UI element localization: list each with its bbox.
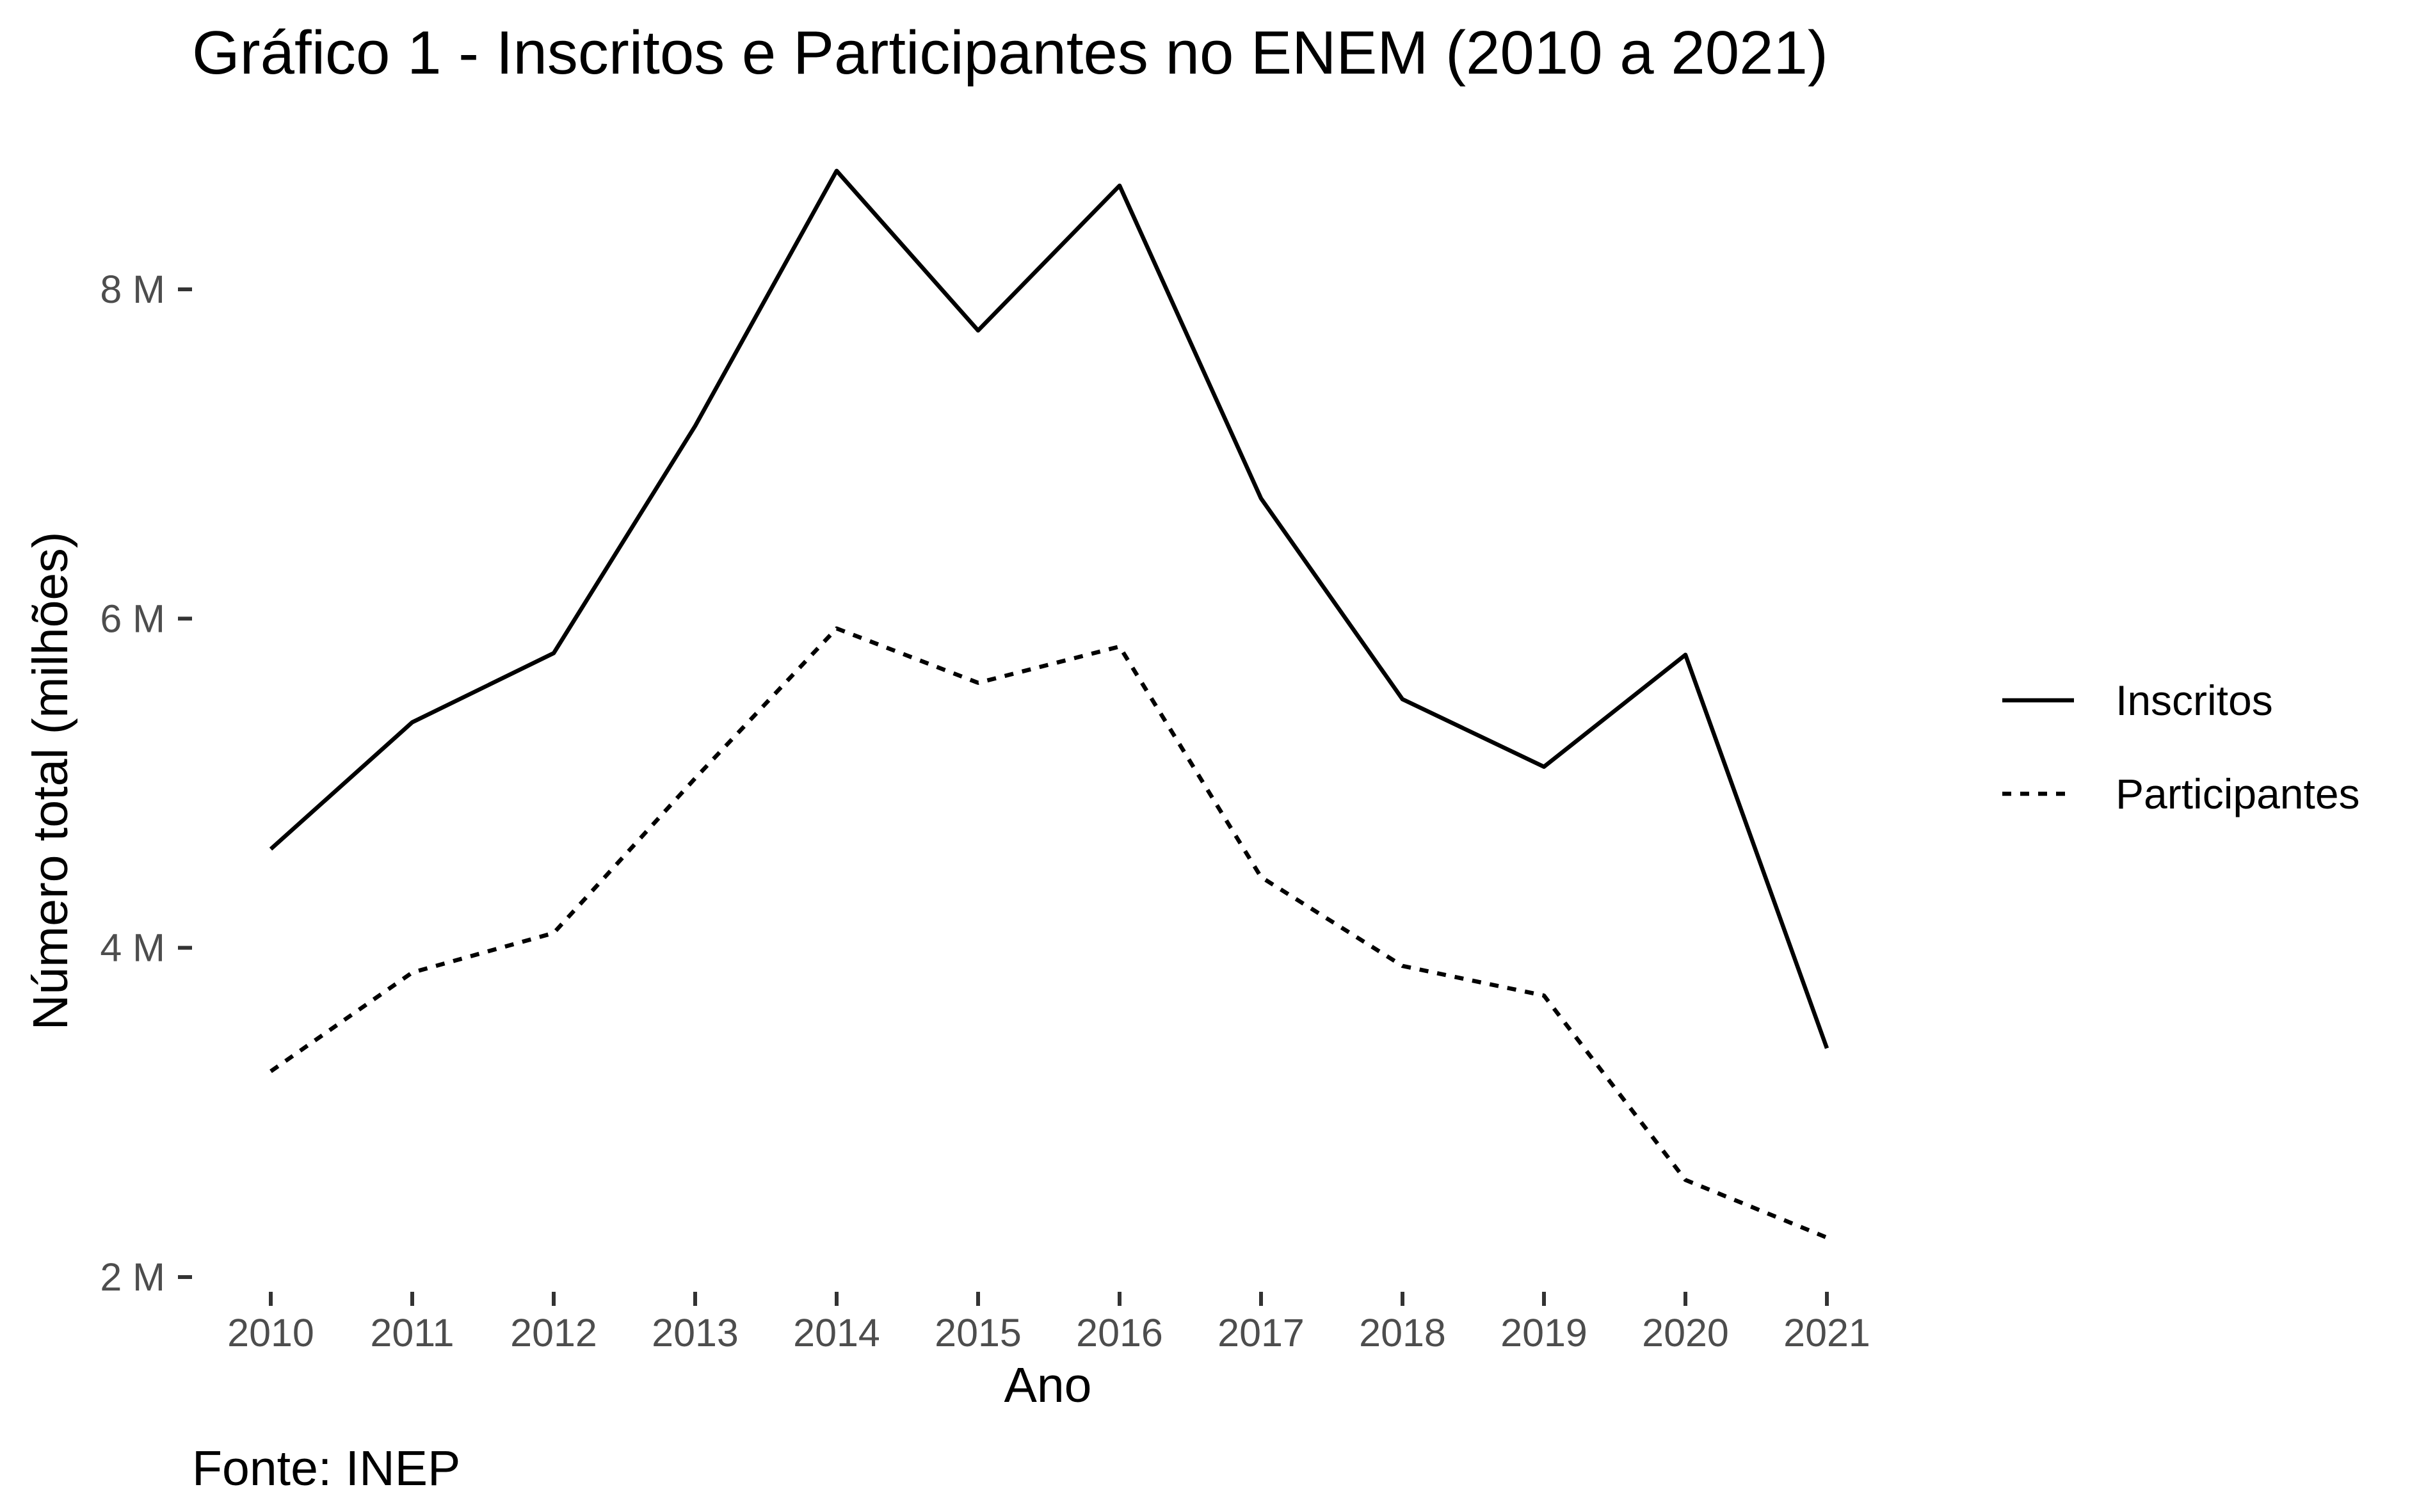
data-point-participantes: [976, 681, 980, 685]
data-point-inscritos: [1259, 497, 1263, 501]
y-tick-label: 2 M: [100, 1255, 165, 1299]
x-tick-label: 2016: [1076, 1311, 1163, 1355]
data-point-inscritos: [410, 720, 414, 724]
data-point-inscritos: [1542, 765, 1546, 769]
data-point-inscritos: [1684, 653, 1687, 657]
chart-title: Gráfico 1 - Inscritos e Participantes no…: [192, 19, 1828, 87]
data-point-participantes: [1684, 1178, 1687, 1182]
x-tick-label: 2019: [1500, 1311, 1587, 1355]
x-axis-title: Ano: [1004, 1358, 1091, 1413]
series-layer: [269, 168, 1829, 1240]
data-point-participantes: [552, 931, 556, 935]
data-point-participantes: [269, 1070, 273, 1074]
y-tick-label: 8 M: [100, 268, 165, 311]
x-tick-label: 2013: [652, 1311, 739, 1355]
x-tick-label: 2015: [935, 1311, 1022, 1355]
data-point-inscritos: [1401, 697, 1404, 701]
legend: Inscritos Participantes: [2002, 677, 2360, 817]
x-tick-label: 2018: [1359, 1311, 1446, 1355]
y-tick-label: 6 M: [100, 597, 165, 640]
y-axis: 2 M 4 M 6 M 8 M: [100, 268, 192, 1299]
data-point-inscritos: [693, 424, 697, 428]
data-point-inscritos: [976, 328, 980, 332]
y-tick-label: 4 M: [100, 926, 165, 970]
x-tick-label: 2017: [1218, 1311, 1305, 1355]
data-point-participantes: [835, 627, 839, 631]
data-point-participantes: [1118, 645, 1121, 648]
data-point-participantes: [693, 776, 697, 780]
x-axis: 2010 2011 2012 2013 2014 2015 2016 2017 2018 2019…: [227, 1292, 1870, 1355]
data-point-inscritos: [1118, 184, 1121, 188]
x-tick-label: 2020: [1642, 1311, 1729, 1355]
series-line-participantes: [269, 626, 1828, 1240]
y-axis-title: Número total (milhões): [23, 532, 78, 1031]
x-tick-label: 2021: [1783, 1311, 1870, 1355]
x-tick-label: 2010: [227, 1311, 314, 1355]
series-line-inscritos: [269, 168, 1829, 1049]
data-point-inscritos: [269, 847, 273, 851]
legend-label-inscritos: Inscritos: [2116, 677, 2273, 724]
x-tick-label: 2014: [793, 1311, 880, 1355]
caption: Fonte: INEP: [192, 1441, 460, 1496]
data-point-participantes: [1542, 993, 1546, 997]
data-point-participantes: [1825, 1235, 1829, 1239]
x-tick-label: 2011: [370, 1311, 454, 1355]
data-point-participantes: [1259, 875, 1263, 879]
data-point-participantes: [410, 970, 414, 974]
legend-label-participantes: Participantes: [2116, 770, 2360, 817]
data-point-inscritos: [835, 169, 839, 173]
data-point-participantes: [1401, 964, 1404, 968]
data-point-inscritos: [552, 651, 556, 655]
x-tick-label: 2012: [510, 1311, 597, 1355]
data-point-inscritos: [1825, 1047, 1829, 1050]
